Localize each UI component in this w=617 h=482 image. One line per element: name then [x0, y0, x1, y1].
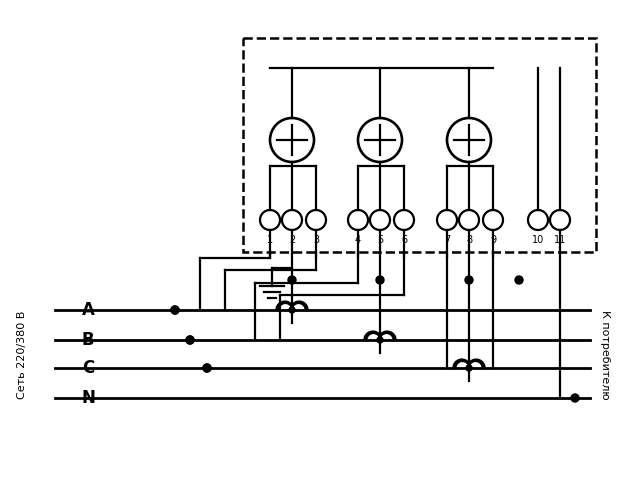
Text: C: C	[82, 359, 94, 377]
Text: 1: 1	[267, 235, 273, 245]
Text: 4: 4	[355, 235, 361, 245]
Circle shape	[203, 364, 211, 372]
Text: 5: 5	[377, 235, 383, 245]
Text: 6: 6	[401, 235, 407, 245]
Circle shape	[171, 306, 179, 314]
Circle shape	[377, 337, 383, 343]
Text: B: B	[81, 331, 94, 349]
Circle shape	[515, 276, 523, 284]
Text: N: N	[81, 389, 95, 407]
Circle shape	[203, 364, 211, 372]
Circle shape	[186, 336, 194, 344]
Circle shape	[571, 394, 579, 402]
Text: 2: 2	[289, 235, 295, 245]
Circle shape	[376, 276, 384, 284]
Text: 9: 9	[490, 235, 496, 245]
Text: 3: 3	[313, 235, 319, 245]
Circle shape	[288, 276, 296, 284]
Text: 8: 8	[466, 235, 472, 245]
Circle shape	[466, 365, 472, 371]
Circle shape	[186, 336, 194, 344]
Bar	[243, 38, 596, 252]
Circle shape	[465, 276, 473, 284]
Text: Сеть 220/380 В: Сеть 220/380 В	[17, 311, 27, 399]
Circle shape	[171, 306, 179, 314]
Text: 11: 11	[554, 235, 566, 245]
Text: 10: 10	[532, 235, 544, 245]
Text: A: A	[81, 301, 94, 319]
Text: 7: 7	[444, 235, 450, 245]
Text: К потребителю: К потребителю	[600, 310, 610, 400]
Circle shape	[289, 307, 295, 313]
